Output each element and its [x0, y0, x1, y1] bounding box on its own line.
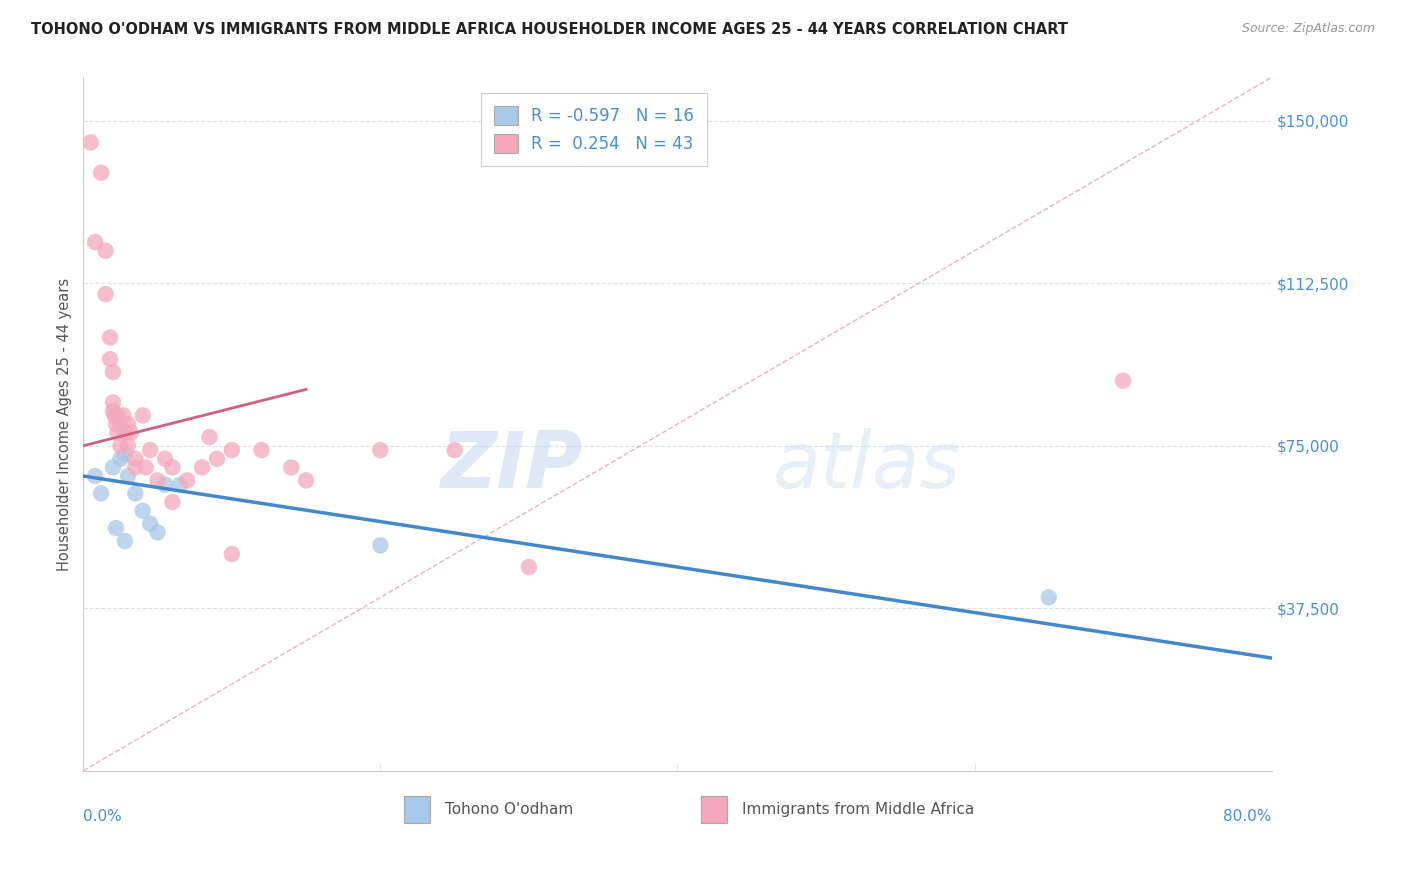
Point [124, 460, 146, 475]
Point [1112, 374, 1135, 388]
Bar [404, 797, 430, 822]
Point [110, 439, 132, 453]
Point [124, 486, 146, 500]
Point [114, 534, 136, 549]
Point [107, 409, 129, 423]
Point [94, 287, 117, 301]
Point [84, 469, 107, 483]
Point [94, 244, 117, 258]
Point [117, 439, 139, 453]
Point [101, 365, 124, 379]
Point [90, 166, 112, 180]
Point [117, 417, 139, 431]
Point [250, 443, 273, 458]
Text: Source: ZipAtlas.com: Source: ZipAtlas.com [1241, 22, 1375, 36]
Text: TOHONO O'ODHAM VS IMMIGRANTS FROM MIDDLE AFRICA HOUSEHOLDER INCOME AGES 25 - 44 : TOHONO O'ODHAM VS IMMIGRANTS FROM MIDDLE… [31, 22, 1069, 37]
Point [198, 430, 221, 444]
Point [139, 516, 162, 531]
Point [1038, 591, 1060, 605]
Point [176, 474, 198, 488]
Point [135, 460, 157, 475]
Point [90, 486, 112, 500]
Point [221, 443, 243, 458]
Point [124, 451, 146, 466]
Point [103, 409, 125, 423]
Point [295, 474, 318, 488]
Text: atlas: atlas [772, 427, 960, 504]
Point [107, 425, 129, 440]
Point [101, 395, 124, 409]
Point [191, 460, 214, 475]
Point [153, 451, 176, 466]
Point [443, 443, 465, 458]
Point [101, 460, 124, 475]
Legend: R = -0.597   N = 16, R =  0.254   N = 43: R = -0.597 N = 16, R = 0.254 N = 43 [481, 93, 707, 166]
Text: 0.0%: 0.0% [83, 809, 122, 824]
Point [84, 235, 107, 249]
Point [205, 451, 228, 466]
Point [131, 409, 153, 423]
Point [146, 525, 169, 540]
Text: Immigrants from Middle Africa: Immigrants from Middle Africa [741, 802, 974, 817]
Point [146, 474, 169, 488]
Text: ZIP: ZIP [440, 427, 582, 504]
Text: 80.0%: 80.0% [1223, 809, 1271, 824]
Point [101, 404, 124, 418]
Point [104, 417, 127, 431]
Point [112, 409, 135, 423]
Point [139, 443, 162, 458]
Text: Tohono O'odham: Tohono O'odham [444, 802, 572, 817]
Point [169, 477, 191, 491]
Point [153, 477, 176, 491]
Y-axis label: Householder Income Ages 25 - 44 years: Householder Income Ages 25 - 44 years [58, 277, 72, 571]
Point [370, 538, 392, 552]
Point [162, 495, 184, 509]
Point [517, 560, 540, 574]
Bar [702, 797, 727, 822]
Point [280, 460, 302, 475]
Point [162, 460, 184, 475]
Point [114, 447, 136, 461]
Point [98, 330, 121, 344]
Point [370, 443, 392, 458]
Point [104, 521, 127, 535]
Point [98, 352, 121, 367]
Point [114, 425, 136, 440]
Point [120, 425, 142, 440]
Point [110, 417, 132, 431]
Point [110, 451, 132, 466]
Point [221, 547, 243, 561]
Point [80, 136, 103, 150]
Point [131, 504, 153, 518]
Point [117, 469, 139, 483]
